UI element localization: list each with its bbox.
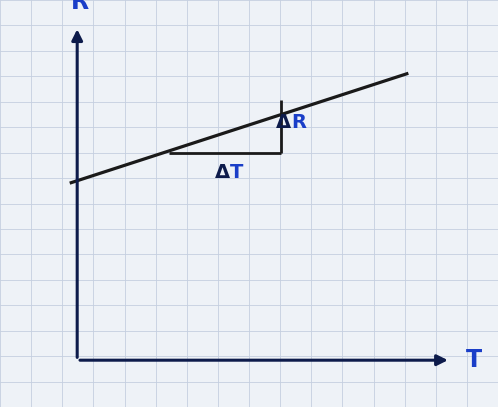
- Text: T: T: [466, 348, 482, 372]
- Text: T: T: [230, 163, 244, 182]
- Text: Δ: Δ: [215, 163, 230, 182]
- Text: R: R: [71, 0, 89, 14]
- Text: Δ: Δ: [276, 113, 291, 131]
- Text: R: R: [291, 113, 306, 131]
